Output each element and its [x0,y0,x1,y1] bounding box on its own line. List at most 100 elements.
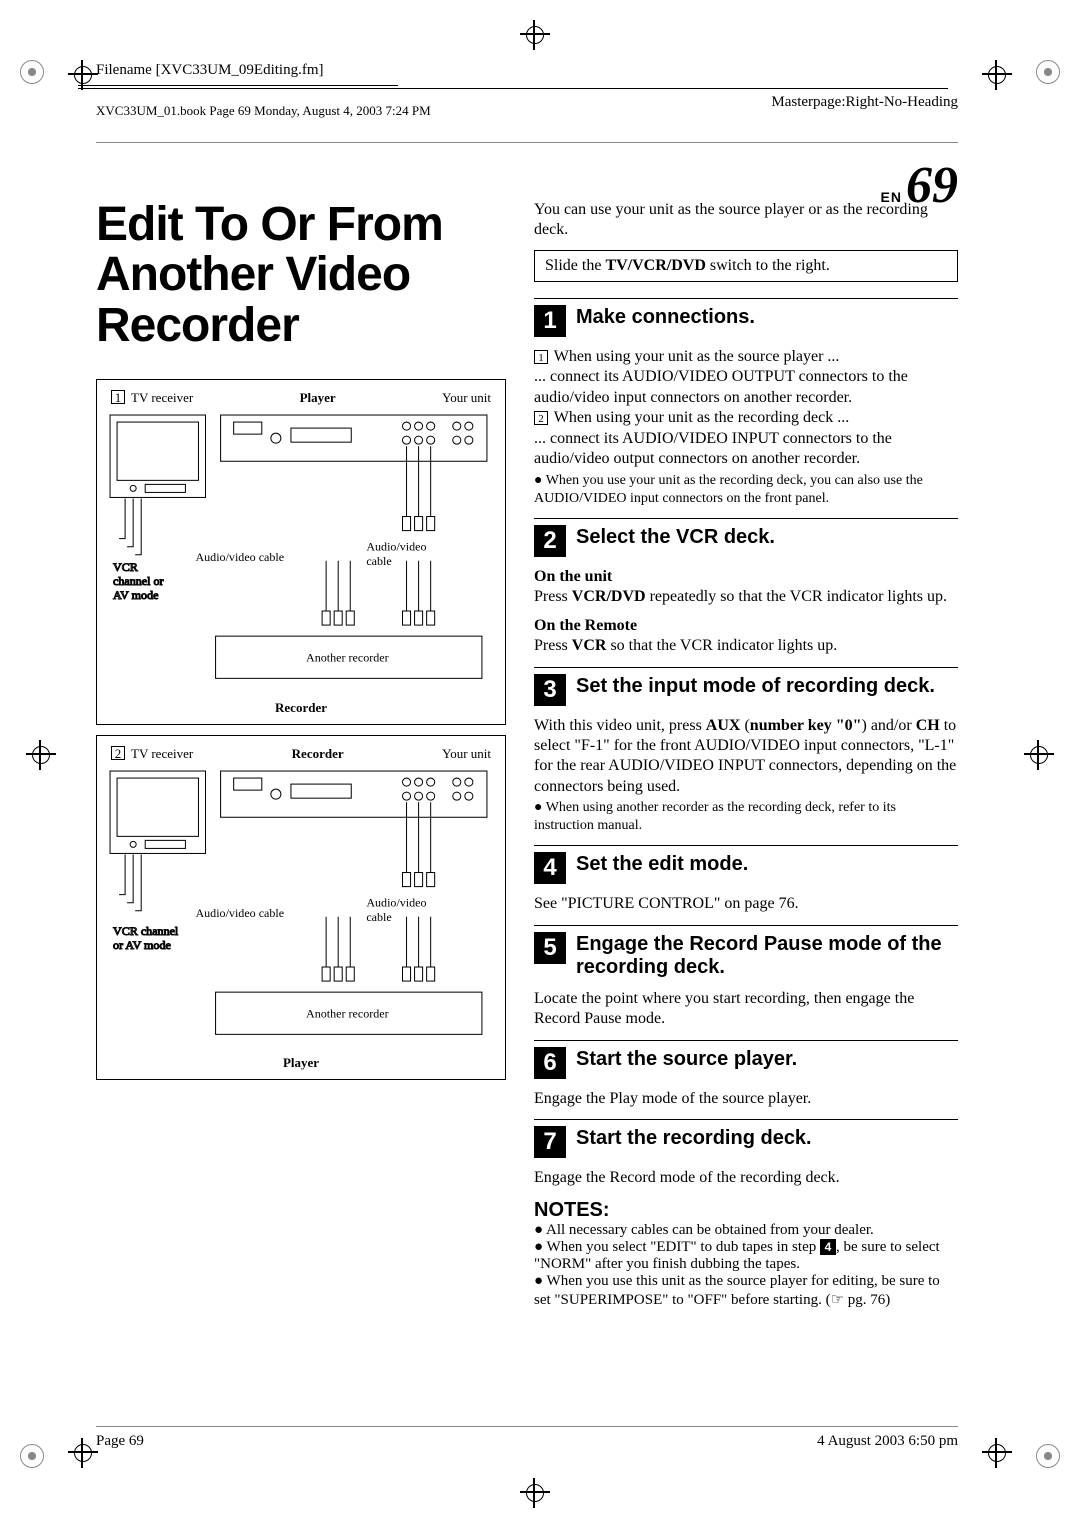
page-footer: Page 69 4 August 2003 6:50 pm [96,1426,958,1450]
step-4-header: 4 Set the edit mode. [534,845,958,884]
svg-text:Audio/video cable: Audio/video cable [195,905,284,919]
dia2-bottom-label: Player [105,1051,497,1073]
svg-text:Audio/video: Audio/video [366,895,426,909]
slide-note-b: TV/VCR/DVD [605,257,705,274]
reg-mark-top-right [1036,60,1060,84]
step-7-title: Start the recording deck. [576,1124,812,1150]
step-4-title: Set the edit mode. [576,850,748,876]
crop-cross-bc [520,1478,550,1508]
s2-remote-label: On the Remote [534,616,958,636]
note-2: When you select "EDIT" to dub tapes in s… [534,1239,958,1273]
s3-c: ( [740,717,749,734]
reg-mark-bottom-left [20,1444,44,1468]
content-rule [96,142,958,143]
dia2-unit-label: Your unit [442,746,491,762]
step-1-header: 1 Make connections. [534,298,958,337]
dia2-tv-label: TV receiver [131,746,193,761]
s1-p2b: ... connect its AUDIO/VIDEO INPUT connec… [534,430,892,467]
step-7-body: Engage the Record mode of the recording … [534,1168,958,1188]
step-7-badge: 7 [534,1126,566,1158]
note-2a: When you select "EDIT" to dub tapes in s… [547,1239,820,1255]
s3-b: AUX [706,717,741,734]
dia1-unit-label: Your unit [442,390,491,406]
dia1-player-label: Player [300,390,336,406]
step-2-badge: 2 [534,525,566,557]
svg-text:cable: cable [366,909,391,923]
s3-e: ) and/or [862,717,916,734]
dia1-tv-label: TV receiver [131,390,193,405]
header-rule [78,88,948,89]
step-5-title: Engage the Record Pause mode of the reco… [576,930,958,979]
dia1-vcr-label-line1: VCR [113,560,139,574]
ref-1-icon: 1 [534,350,548,364]
crop-cross-ml [26,740,56,770]
diagram-2: 2 TV receiver Recorder Your unit [96,735,506,1080]
dia2-recorder-label: Recorder [292,746,344,762]
step-6-header: 6 Start the source player. [534,1040,958,1079]
step-6-badge: 6 [534,1047,566,1079]
footer-left: Page 69 [96,1433,144,1450]
s2-remote-a: Press [534,637,572,654]
svg-text:or AV mode: or AV mode [113,938,171,952]
dia1-vcr-label-line2: channel or [113,574,164,588]
s1-note: When you use your unit as the recording … [534,472,958,508]
step-3-header: 3 Set the input mode of recording deck. [534,667,958,706]
intro-text: You can use your unit as the source play… [534,200,958,240]
step-3-title: Set the input mode of recording deck. [576,672,935,698]
s1-p2a: When using your unit as the recording de… [554,409,849,426]
s3-note: When using another recorder as the recor… [534,799,958,835]
s1-p1b: ... connect its AUDIO/VIDEO OUTPUT conne… [534,368,908,405]
diagram-2-num: 2 [111,746,125,760]
slide-switch-note: Slide the TV/VCR/DVD switch to the right… [534,250,958,282]
dia1-cable-right-2: cable [366,554,391,568]
page-frame: Filename [XVC33UM_09Editing.fm] XVC33UM_… [78,60,988,1460]
step-6-title: Start the source player. [576,1045,797,1071]
left-column: Edit To Or From Another Video Recorder 1… [96,200,506,1309]
svg-text:Another recorder: Another recorder [306,1006,389,1020]
s2-remote-b: VCR [572,637,607,654]
step-5-header: 5 Engage the Record Pause mode of the re… [534,925,958,979]
dia1-bottom-label: Recorder [105,696,497,718]
note-2-step-icon: 4 [820,1239,836,1255]
step-2-body: On the unit Press VCR/DVD repeatedly so … [534,567,958,657]
s2-remote-c: so that the VCR indicator lights up. [606,637,837,654]
s3-a: With this video unit, press [534,717,706,734]
step-4-body: See "PICTURE CONTROL" on page 76. [534,894,958,914]
dia1-cable-right-1: Audio/video [366,540,426,554]
note-1: All necessary cables can be obtained fro… [534,1222,958,1239]
crop-cross-tc [520,20,550,50]
step-1-body: 1 When using your unit as the source pla… [534,347,958,508]
s3-f: CH [916,717,940,734]
svg-text:VCR channel: VCR channel [113,923,179,937]
note-3: When you use this unit as the source pla… [534,1273,958,1309]
step-7-header: 7 Start the recording deck. [534,1119,958,1158]
ref-2-icon: 2 [534,411,548,425]
notes-list: All necessary cables can be obtained fro… [534,1222,958,1309]
step-3-body: With this video unit, press AUX (number … [534,716,958,836]
step-3-badge: 3 [534,674,566,706]
step-2-header: 2 Select the VCR deck. [534,518,958,557]
slide-note-c: switch to the right. [706,257,830,274]
diagram-2-svg: VCR channel or AV mode Audio/video [105,766,497,1047]
s2-unit-b: VCR/DVD [572,588,646,605]
s1-p1a: When using your unit as the source playe… [554,348,840,365]
reg-mark-bottom-right [1036,1444,1060,1468]
step-1-badge: 1 [534,305,566,337]
crop-cross-mr [1024,740,1054,770]
dia1-vcr-label-line3: AV mode [113,588,158,602]
s2-unit-label: On the unit [534,567,958,587]
footer-right: 4 August 2003 6:50 pm [817,1433,958,1450]
reg-mark-top-left [20,60,44,84]
main-title: Edit To Or From Another Video Recorder [96,200,506,351]
masterpage-label: Masterpage:Right-No-Heading [771,94,958,111]
slide-note-a: Slide the [545,257,605,274]
step-4-badge: 4 [534,852,566,884]
step-6-body: Engage the Play mode of the source playe… [534,1089,958,1109]
right-column: You can use your unit as the source play… [534,200,958,1309]
s2-unit-a: Press [534,588,572,605]
step-5-body: Locate the point where you start recordi… [534,989,958,1030]
notes-heading: NOTES: [534,1199,958,1222]
dia1-cable-left: Audio/video cable [195,550,284,564]
step-2-title: Select the VCR deck. [576,523,775,549]
step-5-badge: 5 [534,932,566,964]
